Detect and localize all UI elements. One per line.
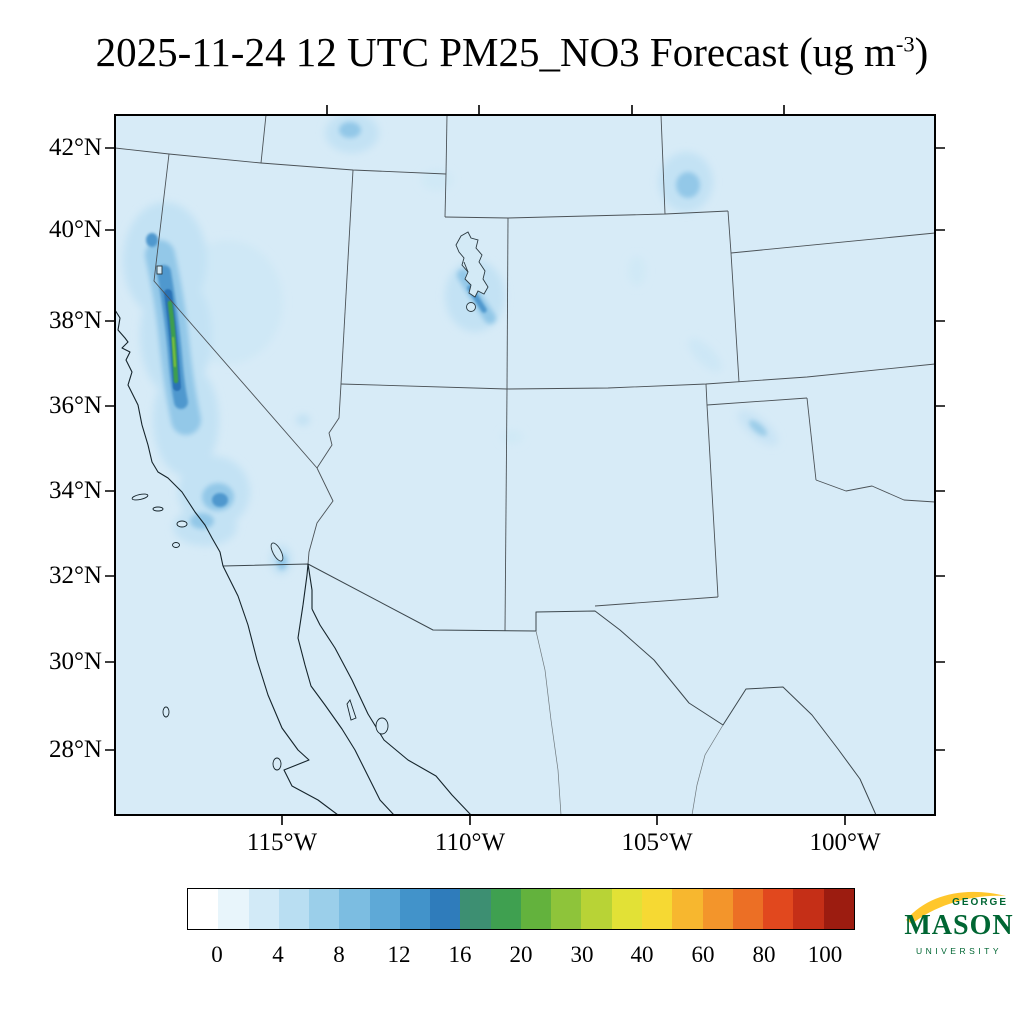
colorbar-tick-label: 0 (211, 942, 223, 967)
pm-contour-level-5-green-core (167, 300, 179, 384)
lon-label: 100°W (809, 829, 881, 856)
lat-label: 40°N (48, 216, 102, 243)
baja-pacific-coast (222, 565, 339, 815)
colorbar-segment (823, 889, 854, 929)
california-coast (115, 309, 224, 567)
lat-label: 30°N (48, 648, 102, 675)
axis-ticks-left (105, 147, 115, 751)
islands (131, 493, 389, 771)
lon-label: 110°W (434, 829, 506, 856)
colorbar-tick-label: 80 (752, 942, 776, 967)
lat-label: 32°N (48, 562, 102, 589)
axis-ticks-top (326, 105, 785, 115)
lake-tahoe (156, 265, 163, 275)
plot-title: 2025-11-24 12 UTC PM25_NO3 Forecast (ug … (0, 28, 1024, 76)
baja-gulf-coast (297, 604, 395, 815)
colorbar-tick-label: 40 (630, 942, 654, 967)
salton-sea (270, 542, 284, 562)
channel-island (131, 493, 149, 501)
lon-label: 105°W (621, 829, 693, 856)
gmu-swoosh-icon (906, 891, 1006, 924)
colorbar-tick-label: 20 (509, 942, 533, 967)
mexico-state-borders (535, 630, 724, 815)
lat-label: 36°N (48, 392, 102, 419)
map-frame (114, 114, 936, 816)
lakes (156, 231, 489, 562)
colorbar-segment (581, 889, 612, 929)
cedros-island (272, 757, 282, 771)
plot-title-text: 2025-11-24 12 UTC PM25_NO3 Forecast (ug … (95, 29, 896, 75)
great-salt-lake (455, 231, 489, 298)
lat-label: 34°N (48, 477, 102, 504)
colorbar-segment (399, 889, 431, 929)
colorbar-tick-label: 30 (570, 942, 594, 967)
colorbar-segment (611, 889, 642, 929)
gmu-university-text: UNIVERSITY (915, 946, 1002, 956)
colorbar-tick-label: 100 (807, 942, 843, 967)
gmu-logo: GEORGE MASON UNIVERSITY (900, 884, 1018, 976)
colorbar-tick-label: 4 (272, 942, 284, 967)
lon-label: 115°W (246, 829, 318, 856)
guadalupe-island (162, 706, 170, 718)
channel-island (152, 506, 164, 512)
colorbar-segment (248, 889, 279, 929)
axis-ticks-right (935, 147, 945, 751)
colorbar-segment (702, 889, 733, 929)
plot-title-close: ) (914, 29, 929, 75)
antelope-island (463, 261, 469, 273)
lat-label: 28°N (48, 736, 102, 763)
colorbar-segment (490, 889, 521, 929)
colorbar-segment (278, 889, 310, 929)
colorbar-segment (218, 889, 249, 929)
us-mexico-border (222, 563, 877, 815)
colorbar-tick-label: 8 (333, 942, 345, 967)
colorbar-segment (763, 889, 794, 929)
gmu-george-text: GEORGE (952, 897, 1008, 908)
colorbar-segment (672, 889, 703, 929)
colorbar-segments (188, 889, 854, 929)
lat-label: 42°N (48, 134, 102, 161)
colorbar-segment (641, 889, 673, 929)
colorbar-segment (369, 889, 400, 929)
colorbar-tick-label: 12 (387, 942, 411, 967)
map-background-field (115, 115, 935, 815)
axis-ticks-bottom (281, 815, 846, 825)
lat-label: 38°N (48, 307, 102, 334)
colorbar-segment (188, 889, 219, 929)
colorado-river-delta (302, 563, 313, 609)
channel-island (172, 542, 180, 548)
colorbar-segment (430, 889, 461, 929)
angel-de-la-guarda-island (346, 699, 357, 721)
plot-title-exponent: -3 (895, 31, 915, 57)
state-borders (115, 115, 935, 632)
colorbar-segment (520, 889, 552, 929)
colorbar-segment (732, 889, 764, 929)
colorbar-segment (460, 889, 491, 929)
gmu-mason-text: MASON (904, 910, 1014, 941)
channel-island (176, 520, 188, 528)
tiburon-island (375, 717, 389, 735)
colorbar-segment (309, 889, 340, 929)
colorbar-tick-label: 16 (448, 942, 472, 967)
colorbar-tick-label: 60 (691, 942, 715, 967)
colorbar-segment (339, 889, 370, 929)
colorbar-segment (793, 889, 824, 929)
colorbar (187, 888, 855, 930)
utah-lake (466, 302, 476, 312)
colorbar-segment (551, 889, 582, 929)
